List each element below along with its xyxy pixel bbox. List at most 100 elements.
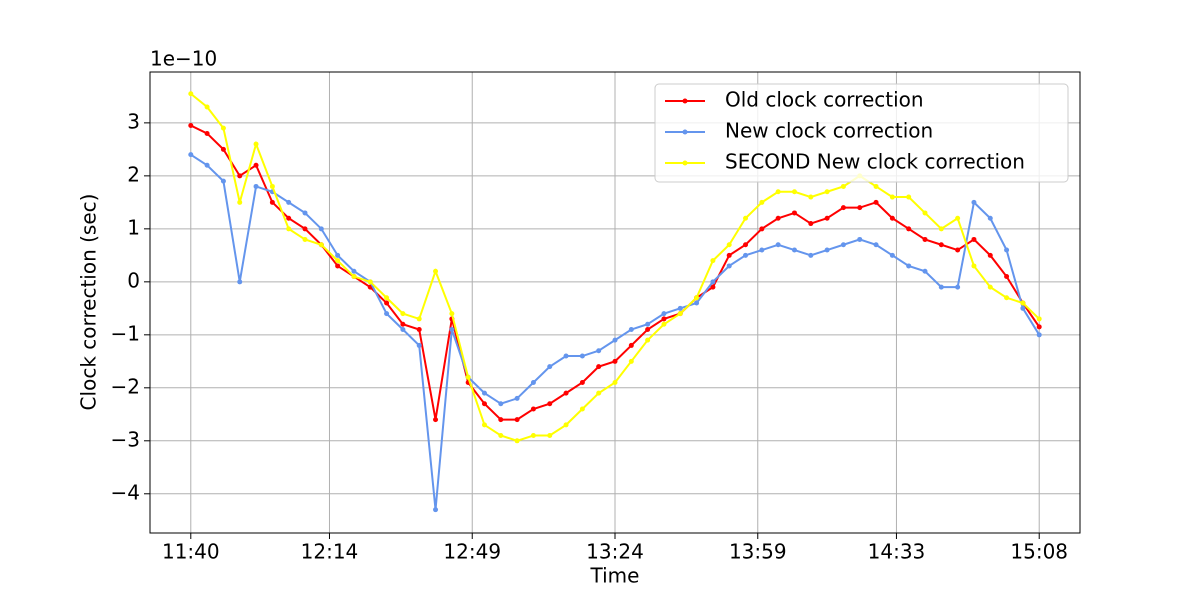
legend-label: New clock correction <box>725 119 933 143</box>
data-point <box>563 422 569 428</box>
data-point <box>220 125 226 131</box>
data-point <box>873 183 879 189</box>
data-point <box>433 507 439 513</box>
data-point <box>677 305 683 311</box>
data-point <box>384 311 390 317</box>
data-point <box>726 242 732 248</box>
legend-marker <box>682 160 688 166</box>
legend-label: SECOND New clock correction <box>725 150 1025 174</box>
data-point <box>286 226 292 232</box>
data-point <box>1020 305 1026 311</box>
data-point <box>906 263 912 269</box>
data-point <box>220 146 226 152</box>
data-point <box>808 194 814 200</box>
data-point <box>1036 324 1042 330</box>
data-point <box>971 199 977 205</box>
data-point <box>547 364 553 370</box>
data-point <box>612 358 618 364</box>
data-point <box>743 215 749 221</box>
data-point <box>204 162 210 168</box>
x-tick-label: 13:24 <box>586 540 644 564</box>
data-point <box>612 337 618 343</box>
data-point <box>873 199 879 205</box>
data-point <box>188 91 194 97</box>
data-point <box>351 274 357 280</box>
data-point <box>922 210 928 216</box>
data-point <box>906 194 912 200</box>
data-point <box>726 263 732 269</box>
data-point <box>726 252 732 258</box>
data-point <box>547 433 553 439</box>
data-point <box>302 226 308 232</box>
data-point <box>416 327 422 333</box>
data-point <box>400 321 406 327</box>
data-point <box>840 205 846 211</box>
data-point <box>237 199 243 205</box>
data-point <box>498 417 504 423</box>
data-point <box>384 295 390 301</box>
data-point <box>220 178 226 184</box>
data-point <box>384 300 390 306</box>
data-point <box>889 194 895 200</box>
y-tick-label: 0 <box>127 268 140 292</box>
legend-label: Old clock correction <box>725 88 924 112</box>
data-point <box>1004 247 1010 253</box>
data-point <box>302 210 308 216</box>
data-point <box>335 258 341 264</box>
data-point <box>335 252 341 258</box>
data-point <box>188 123 194 129</box>
data-point <box>596 390 602 396</box>
y-tick-label: −3 <box>111 427 140 451</box>
data-point <box>791 189 797 195</box>
data-point <box>253 162 259 168</box>
data-point <box>351 268 357 274</box>
data-point <box>367 279 373 285</box>
data-point <box>743 242 749 248</box>
data-point <box>204 130 210 136</box>
data-point <box>987 252 993 258</box>
data-point <box>563 353 569 359</box>
data-point <box>449 311 455 317</box>
data-point <box>318 226 324 232</box>
data-point <box>335 263 341 269</box>
data-point <box>433 417 439 423</box>
data-point <box>514 438 520 444</box>
y-tick-label: −1 <box>111 321 140 345</box>
data-point <box>759 199 765 205</box>
data-point <box>253 183 259 189</box>
data-point <box>1004 274 1010 280</box>
y-tick-label: 1 <box>127 215 140 239</box>
y-offset-label: 1e−10 <box>150 47 217 71</box>
data-point <box>710 258 716 264</box>
data-point <box>677 311 683 317</box>
y-tick-label: 3 <box>127 109 140 133</box>
data-point <box>987 284 993 290</box>
data-point <box>857 205 863 211</box>
data-point <box>302 236 308 242</box>
data-point <box>955 247 961 253</box>
data-point <box>286 199 292 205</box>
legend-marker <box>682 129 688 135</box>
data-point <box>824 247 830 253</box>
x-tick-label: 11:40 <box>162 540 220 564</box>
data-point <box>433 268 439 274</box>
data-point <box>1004 295 1010 301</box>
data-point <box>955 284 961 290</box>
data-point <box>987 215 993 221</box>
data-point <box>661 311 667 317</box>
data-point <box>971 263 977 269</box>
data-point <box>481 390 487 396</box>
data-point <box>612 380 618 386</box>
data-point <box>547 401 553 407</box>
data-point <box>922 236 928 242</box>
data-point <box>416 342 422 348</box>
data-point <box>645 337 651 343</box>
data-point <box>824 189 830 195</box>
data-point <box>824 215 830 221</box>
data-point <box>498 401 504 407</box>
y-tick-label: −2 <box>111 374 140 398</box>
data-point <box>840 183 846 189</box>
x-tick-label: 14:33 <box>868 540 926 564</box>
data-point <box>694 295 700 301</box>
data-point <box>237 173 243 179</box>
